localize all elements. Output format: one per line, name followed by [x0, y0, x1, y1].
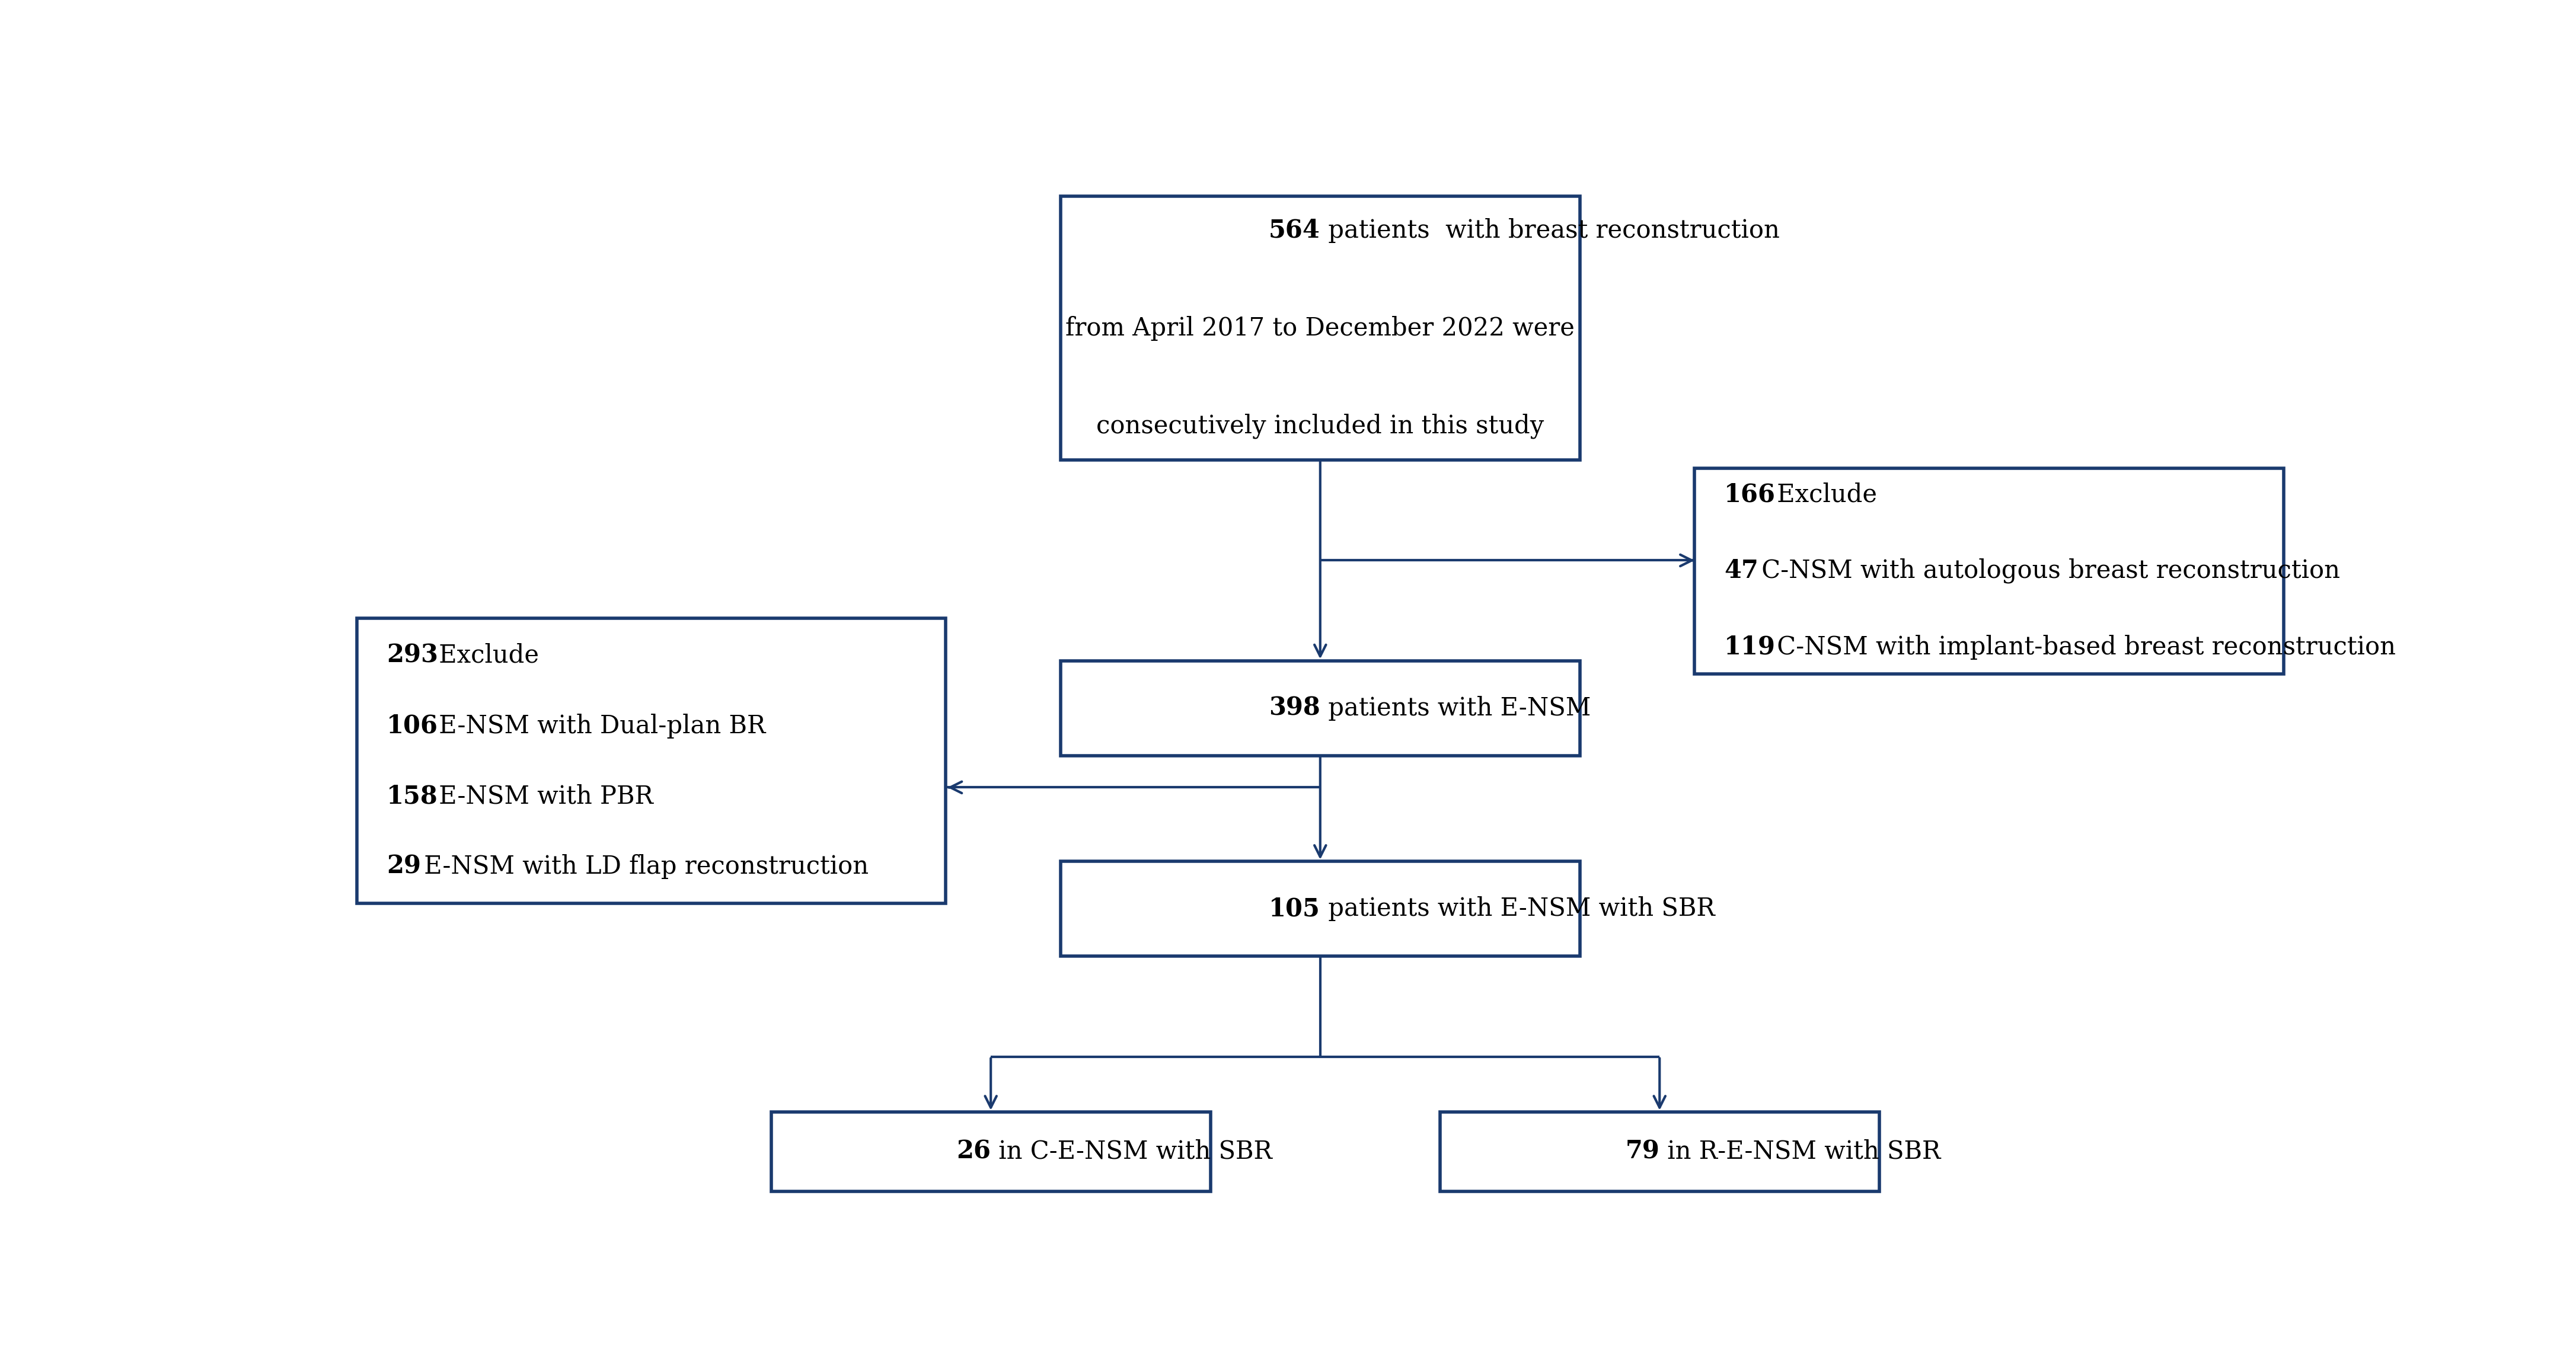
Bar	[1061, 661, 1579, 755]
Bar	[1061, 861, 1579, 957]
Text: 105: 105	[1270, 897, 1319, 921]
Text: C-NSM with autologous breast reconstruction: C-NSM with autologous breast reconstruct…	[1754, 558, 2339, 584]
Text: patients  with breast reconstruction: patients with breast reconstruction	[1319, 218, 1780, 243]
Text: 158: 158	[386, 784, 438, 809]
Bar	[1695, 468, 2282, 675]
Text: 26: 26	[956, 1139, 992, 1164]
Text: 106: 106	[386, 713, 438, 738]
Text: consecutively included in this study: consecutively included in this study	[1097, 413, 1543, 439]
Text: patients with E-NSM: patients with E-NSM	[1319, 695, 1592, 721]
Text: in R-E-NSM with SBR: in R-E-NSM with SBR	[1659, 1139, 1940, 1164]
Bar	[1440, 1112, 1880, 1191]
Text: patients with E-NSM with SBR: patients with E-NSM with SBR	[1319, 897, 1716, 921]
Text: Exclude: Exclude	[430, 643, 538, 668]
Text: E-NSM with PBR: E-NSM with PBR	[430, 784, 654, 809]
Text: 166: 166	[1723, 483, 1775, 507]
Text: 29: 29	[386, 854, 420, 879]
Text: C-NSM with implant-based breast reconstruction: C-NSM with implant-based breast reconstr…	[1770, 635, 2396, 659]
Text: from April 2017 to December 2022 were: from April 2017 to December 2022 were	[1066, 315, 1574, 340]
Text: 564: 564	[1270, 218, 1319, 243]
Text: E-NSM with LD flap reconstruction: E-NSM with LD flap reconstruction	[417, 854, 868, 879]
Text: E-NSM with Dual-plan BR: E-NSM with Dual-plan BR	[430, 713, 765, 738]
Text: 119: 119	[1723, 635, 1775, 659]
Text: 293: 293	[386, 643, 438, 668]
Text: 79: 79	[1625, 1139, 1659, 1164]
Text: Exclude: Exclude	[1770, 483, 1878, 507]
Bar	[1061, 196, 1579, 461]
Bar	[358, 618, 945, 903]
Bar	[770, 1112, 1211, 1191]
Text: 47: 47	[1723, 558, 1759, 584]
Text: in C-E-NSM with SBR: in C-E-NSM with SBR	[992, 1139, 1273, 1164]
Text: 398: 398	[1270, 695, 1319, 721]
